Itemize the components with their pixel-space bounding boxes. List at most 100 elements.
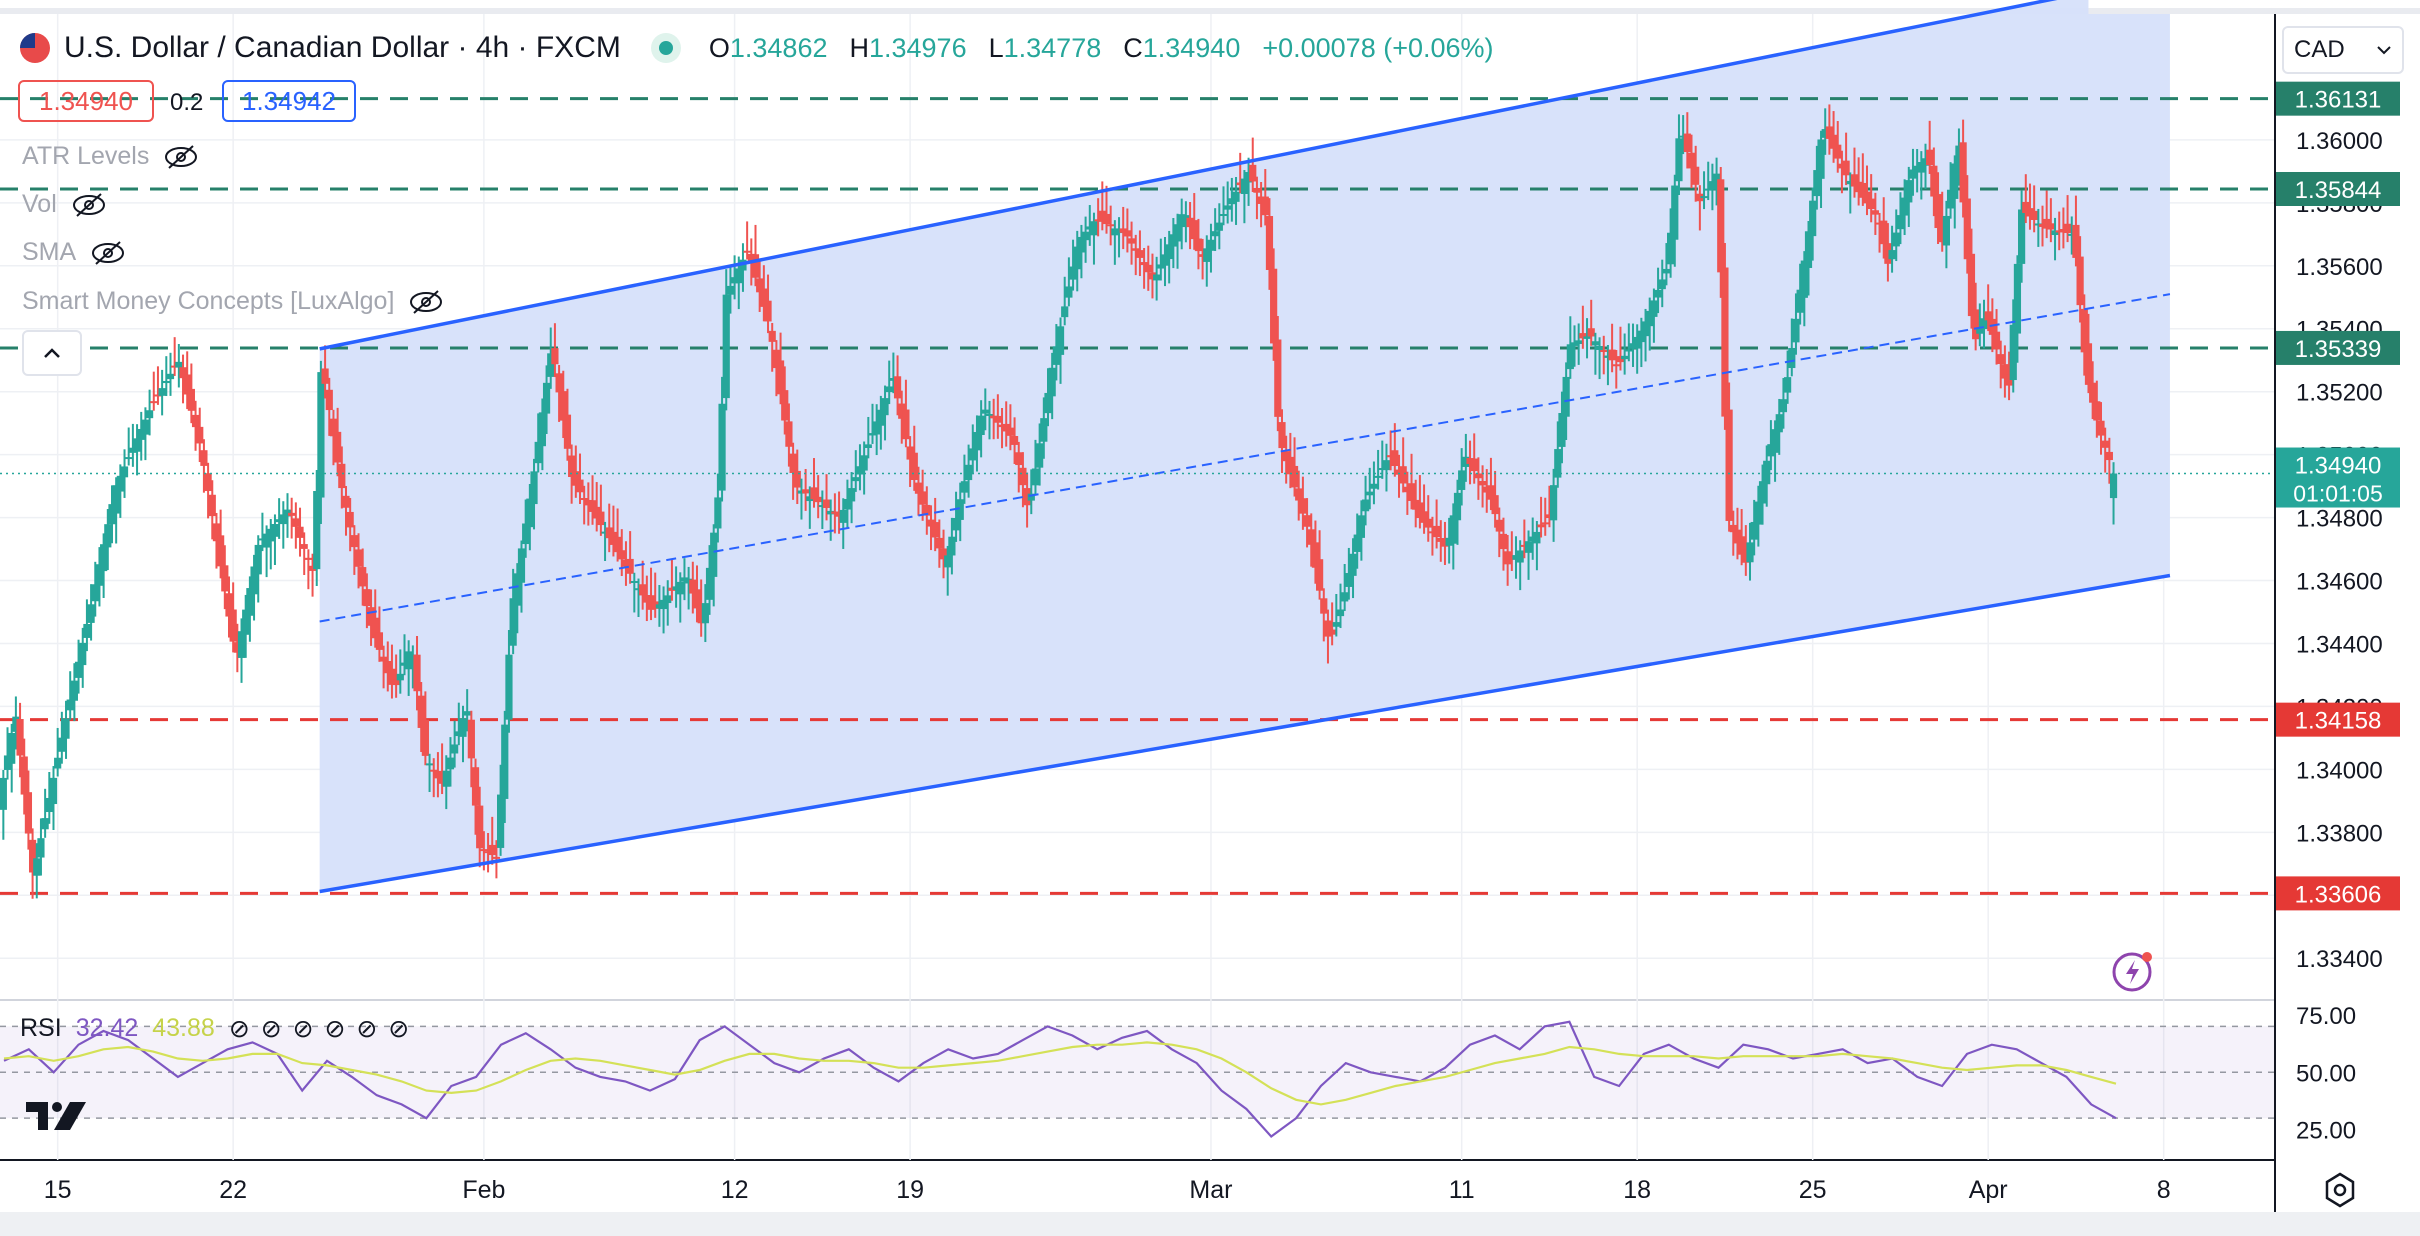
candle: [1972, 309, 1980, 340]
candle: [321, 368, 329, 384]
candle: [1236, 182, 1244, 186]
candle: [730, 277, 739, 284]
eye-off-icon[interactable]: [163, 144, 199, 170]
candle: [517, 548, 526, 583]
candle: [104, 524, 112, 548]
candle: [1056, 326, 1065, 355]
candle: [960, 481, 969, 493]
candle: [814, 496, 822, 503]
candle: [1658, 279, 1666, 290]
candle: [1286, 456, 1294, 475]
candle: [492, 856, 501, 859]
candle: [1930, 165, 1938, 197]
candle: [1687, 152, 1696, 169]
candle: [1796, 289, 1804, 313]
candle: [16, 719, 24, 756]
candle: [776, 360, 785, 395]
candle: [1086, 226, 1094, 230]
candle: [1387, 455, 1395, 458]
candle: [1721, 267, 1729, 417]
price-tick-label: 1.34400: [2296, 631, 2383, 658]
candle: [1336, 609, 1345, 617]
eye-off-icon[interactable]: [408, 289, 444, 315]
candle: [1829, 134, 1838, 149]
candle: [1504, 551, 1512, 565]
candle: [1637, 330, 1645, 343]
candle: [1036, 443, 1044, 468]
candle: [630, 580, 638, 583]
candle: [2022, 201, 2030, 213]
indicator-atr-levels[interactable]: ATR Levels: [22, 142, 199, 171]
level-label-bg: [2276, 81, 2400, 116]
candle: [74, 661, 83, 678]
candle: [62, 718, 70, 739]
rsi-ma-value: 43.88: [152, 1014, 215, 1042]
candle: [2072, 224, 2080, 258]
candle: [1846, 180, 1854, 185]
level-label-bg: [2276, 876, 2400, 911]
candle: [392, 679, 400, 686]
candle: [513, 573, 521, 606]
indicator-vol[interactable]: Vol: [22, 190, 107, 219]
candle: [342, 495, 350, 508]
candle: [300, 544, 308, 549]
candle: [221, 565, 229, 592]
candle: [1320, 598, 1328, 614]
candle: [1433, 525, 1441, 538]
tradingview-logo-icon: [26, 1102, 86, 1130]
candle: [559, 391, 567, 421]
price-tick-label: 1.36000: [2296, 128, 2383, 155]
candle: [1821, 129, 1829, 138]
candle: [12, 716, 20, 732]
candle: [1717, 179, 1725, 273]
sell-button[interactable]: 1.34940: [18, 80, 154, 122]
candles: [0, 104, 2118, 899]
candle: [2030, 210, 2038, 220]
candle: [810, 487, 818, 500]
candle: [881, 398, 889, 416]
candle: [1921, 158, 1930, 166]
indicator-sma[interactable]: SMA: [22, 238, 126, 267]
candle: [722, 294, 730, 399]
candle: [1524, 541, 1533, 553]
price-tick-label: 1.35600: [2296, 254, 2383, 281]
current-price-label-bg: [2276, 447, 2400, 508]
symbol-title[interactable]: U.S. Dollar / Canadian Dollar · 4h · FXC…: [64, 31, 621, 64]
candle: [1186, 217, 1194, 228]
rsi-legend[interactable]: RSI 32.42 43.88 ⊘ ⊘ ⊘ ⊘ ⊘ ⊘: [20, 1014, 411, 1044]
candle: [1019, 467, 1027, 486]
candle: [150, 401, 158, 404]
bolt-icon[interactable]: [2110, 948, 2156, 994]
indicator-smart-money-concepts[interactable]: Smart Money Concepts [LuxAlgo]: [22, 287, 444, 316]
candle: [1366, 491, 1374, 496]
candle: [1416, 502, 1424, 519]
candle: [914, 482, 923, 494]
buy-button[interactable]: 1.34942: [222, 80, 356, 122]
candle: [175, 361, 183, 368]
candle: [505, 654, 513, 720]
candle: [1838, 163, 1846, 169]
candle: [923, 504, 931, 516]
collapse-legend-button[interactable]: [22, 330, 82, 376]
settings-icon[interactable]: [2320, 1170, 2360, 1210]
candle: [467, 719, 475, 759]
candle: [459, 718, 467, 737]
currency-selector[interactable]: CAD: [2282, 26, 2404, 74]
candle: [1529, 536, 1537, 542]
eye-off-icon[interactable]: [90, 240, 126, 266]
candle: [1516, 550, 1524, 563]
candle: [384, 660, 392, 674]
market-status-icon[interactable]: [650, 33, 681, 63]
candle: [8, 732, 16, 764]
candle: [438, 770, 446, 784]
candle: [1153, 274, 1161, 281]
currency-value: CAD: [2294, 36, 2345, 63]
level-label: 1.36131: [2295, 87, 2382, 114]
candle: [977, 415, 985, 435]
price-tick-label: 1.34000: [2296, 757, 2383, 784]
candle: [981, 409, 989, 414]
candle: [701, 603, 709, 624]
candle: [1382, 460, 1391, 471]
eye-off-icon[interactable]: [71, 192, 107, 218]
